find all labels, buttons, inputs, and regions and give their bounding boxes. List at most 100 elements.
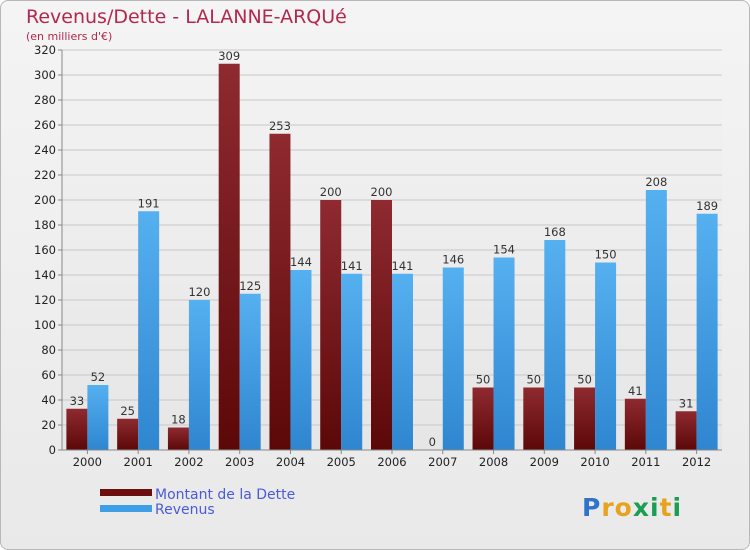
chart-title: Revenus/Dette - LALANNE-ARQUé <box>26 6 347 28</box>
bar-revenus <box>138 211 160 450</box>
data-label: 141 <box>341 259 363 273</box>
data-label: 154 <box>493 243 515 257</box>
data-label: 25 <box>120 404 135 418</box>
logo-letter: r <box>601 493 614 522</box>
bar-dette <box>624 398 646 450</box>
bar-revenus <box>442 267 464 450</box>
proxiti-logo: Proxiti <box>582 493 682 522</box>
bar-dette <box>269 133 291 450</box>
x-tick-label: 2011 <box>631 455 660 469</box>
bar-revenus <box>645 190 667 450</box>
logo-letter: i <box>650 493 660 522</box>
bar-revenus <box>188 300 210 450</box>
bar-revenus <box>544 240 566 450</box>
data-label: 41 <box>628 384 643 398</box>
data-label: 200 <box>320 185 342 199</box>
bar-dette <box>66 408 88 450</box>
bar-revenus <box>341 273 363 450</box>
data-label: 50 <box>577 373 592 387</box>
bar-revenus <box>87 385 109 450</box>
legend-swatch-debt <box>100 489 152 496</box>
data-label: 309 <box>218 49 240 63</box>
logo-letter: x <box>633 493 650 522</box>
legend-swatch-revenus <box>100 505 152 512</box>
bar-revenus <box>595 262 617 450</box>
x-tick-label: 2001 <box>124 455 153 469</box>
data-label: 0 <box>429 435 436 449</box>
data-label: 150 <box>595 248 617 262</box>
x-tick-label: 2007 <box>428 455 457 469</box>
x-axis-ticks: 2000 2001 2002 2003 2004 2005 2006 2007 2008 2009… <box>73 450 711 469</box>
y-tick-label: 140 <box>34 268 56 282</box>
bar-dette <box>574 387 596 450</box>
logo-letter: t <box>660 493 673 522</box>
x-tick-label: 2009 <box>530 455 559 469</box>
bar-revenus <box>290 270 312 450</box>
data-labels: 33 52 25 191 18 120 309 125 253 144 200 141 200 141 0 1… <box>70 49 719 449</box>
data-label: 146 <box>442 253 464 267</box>
y-tick-label: 320 <box>34 43 56 57</box>
data-label: 200 <box>371 185 393 199</box>
x-tick-label: 2003 <box>225 455 254 469</box>
x-tick-label: 2008 <box>479 455 508 469</box>
y-tick-label: 240 <box>34 143 56 157</box>
x-tick-label: 2006 <box>377 455 406 469</box>
data-label: 50 <box>476 373 491 387</box>
data-label: 208 <box>645 175 667 189</box>
y-tick-label: 60 <box>41 368 56 382</box>
bar-revenus <box>493 257 515 450</box>
logo-letter: o <box>615 493 633 522</box>
bar-dette <box>117 418 139 450</box>
chart-subtitle: (en milliers d'€) <box>26 30 112 43</box>
logo-letter: P <box>582 493 601 522</box>
x-tick-label: 2000 <box>73 455 102 469</box>
data-label: 52 <box>91 370 106 384</box>
data-label: 189 <box>696 199 718 213</box>
data-label: 144 <box>290 255 312 269</box>
legend-label-debt: Montant de la Dette <box>155 487 295 503</box>
y-tick-label: 20 <box>41 418 56 432</box>
data-label: 253 <box>269 119 291 133</box>
bar-dette <box>675 411 697 450</box>
logo-letter: i <box>673 493 683 522</box>
data-label: 50 <box>526 373 541 387</box>
x-tick-label: 2004 <box>276 455 305 469</box>
data-label: 141 <box>392 259 414 273</box>
y-tick-label: 280 <box>34 93 56 107</box>
bar-dette <box>218 63 240 450</box>
legend-label-revenus: Revenus <box>155 502 215 518</box>
data-label: 18 <box>171 413 186 427</box>
bar-dette <box>371 200 392 450</box>
bar-dette <box>523 387 545 450</box>
bar-revenus <box>696 213 718 450</box>
y-tick-label: 0 <box>49 443 56 457</box>
data-label: 120 <box>188 285 210 299</box>
y-tick-label: 260 <box>34 118 56 132</box>
x-tick-label: 2012 <box>682 455 711 469</box>
y-tick-label: 160 <box>34 243 56 257</box>
x-tick-label: 2010 <box>580 455 609 469</box>
bar-dette <box>167 427 189 450</box>
y-tick-label: 220 <box>34 168 56 182</box>
y-tick-label: 200 <box>34 193 56 207</box>
x-tick-label: 2005 <box>327 455 356 469</box>
bars <box>66 63 718 450</box>
bar-revenus <box>239 293 261 450</box>
data-label: 168 <box>544 225 566 239</box>
y-tick-label: 40 <box>41 393 56 407</box>
y-tick-label: 80 <box>41 343 56 357</box>
y-axis-ticks: 0 20 40 60 80 100 120 140 160 180 200 220 240 260 280 3… <box>34 43 62 457</box>
bar-dette <box>472 387 494 450</box>
data-label: 125 <box>239 279 261 293</box>
bar-dette <box>320 200 342 450</box>
x-tick-label: 2002 <box>174 455 203 469</box>
data-label: 33 <box>70 394 85 408</box>
y-tick-label: 100 <box>34 318 56 332</box>
y-tick-label: 300 <box>34 68 56 82</box>
y-tick-label: 180 <box>34 218 56 232</box>
y-tick-label: 120 <box>34 293 56 307</box>
data-label: 31 <box>679 396 694 410</box>
bar-revenus <box>392 273 413 450</box>
data-label: 191 <box>138 196 160 210</box>
